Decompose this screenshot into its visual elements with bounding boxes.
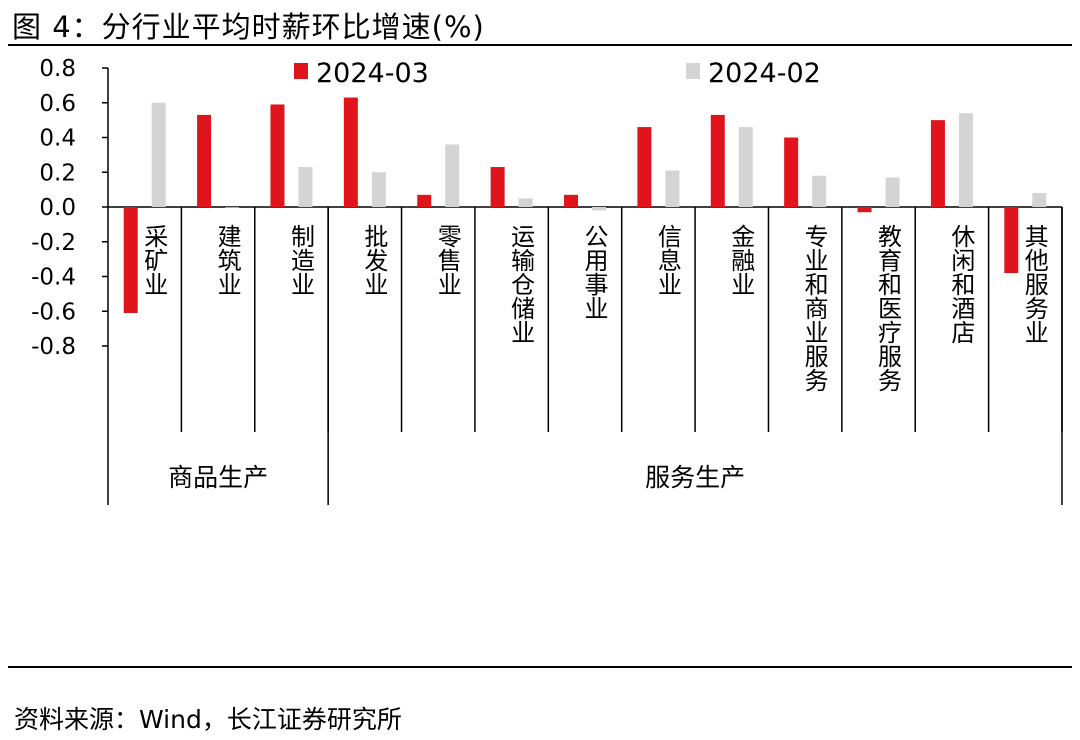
legend-label: 2024-03 <box>316 58 429 89</box>
bar-series1 <box>123 207 138 313</box>
top-rule <box>8 44 1072 46</box>
bar-series2 <box>812 175 827 207</box>
bar-series2 <box>885 177 900 207</box>
bottom-rule <box>8 666 1072 668</box>
bar-series2 <box>592 207 606 211</box>
bar-series1 <box>564 194 578 207</box>
category-label: 采矿业 <box>140 224 168 296</box>
bar-series1 <box>784 137 799 207</box>
legend-label: 2024-02 <box>708 58 821 89</box>
y-tick-label: 0.0 <box>39 195 76 221</box>
bar-series2 <box>225 207 240 208</box>
figure-title: 图 4：分行业平均时薪环比增速(%) <box>12 10 485 44</box>
bar-series1 <box>490 167 505 207</box>
category-label: 零售业 <box>433 224 461 296</box>
bar-series1 <box>710 114 725 207</box>
bar-series2 <box>665 170 680 207</box>
bar-series2 <box>1032 193 1047 207</box>
bar-series2 <box>738 127 753 207</box>
y-tick-label: 0.4 <box>39 126 76 152</box>
bar-series1 <box>343 97 358 207</box>
category-label: 制造业 <box>286 224 314 296</box>
bar-series1 <box>1004 207 1019 274</box>
bar-series2 <box>371 172 386 207</box>
category-label: 休闲和酒店 <box>947 224 975 344</box>
bar-series1 <box>270 104 285 207</box>
bar-series2 <box>298 167 313 207</box>
legend-swatch <box>294 63 308 79</box>
group-label: 服务生产 <box>645 463 745 492</box>
category-label: 建筑业 <box>213 224 241 296</box>
bar-series1 <box>637 127 652 207</box>
bar-series1 <box>417 194 432 207</box>
category-label: 信息业 <box>653 224 681 296</box>
y-tick-label: -0.8 <box>31 334 76 360</box>
bar-series1 <box>197 114 212 207</box>
category-label: 其他服务业 <box>1020 224 1048 344</box>
bar-series2 <box>518 198 533 207</box>
bar-chart: 0.8 0.6 0.4 0.2 0.0 -0.2 -0.4 -0.6 -0.8 采矿业 建筑业 制造业… <box>31 56 1063 505</box>
y-tick-label: -0.4 <box>31 265 76 291</box>
source-note: 资料来源：Wind，长江证券研究所 <box>14 705 402 734</box>
bar-series2 <box>445 144 460 207</box>
y-tick-label: 0.8 <box>39 56 76 82</box>
category-label: 金融业 <box>727 224 755 296</box>
bar-series2 <box>151 102 166 207</box>
chart-axes <box>102 67 1063 505</box>
category-label: 运输仓储业 <box>507 224 535 344</box>
bar-series1 <box>857 207 872 213</box>
y-tick-label: -0.6 <box>31 299 76 325</box>
y-tick-label: 0.2 <box>39 160 76 186</box>
category-label: 批发业 <box>360 224 388 296</box>
category-label: 公用事业 <box>580 224 608 320</box>
chart-labels: 0.8 0.6 0.4 0.2 0.0 -0.2 -0.4 -0.6 -0.8 采矿业 建筑业 制造业… <box>31 56 1048 492</box>
y-tick-label: 0.6 <box>39 91 76 117</box>
group-label: 商品生产 <box>168 463 268 492</box>
y-tick-label: -0.2 <box>31 230 76 256</box>
chart-bars <box>123 97 1047 313</box>
category-label: 专业和商业服务 <box>800 224 828 392</box>
bar-series2 <box>958 113 973 207</box>
legend-swatch <box>686 63 700 79</box>
bar-series1 <box>930 120 945 207</box>
chart-legend: 2024-03 2024-02 <box>294 58 821 89</box>
category-label: 教育和医疗服务 <box>874 224 902 392</box>
